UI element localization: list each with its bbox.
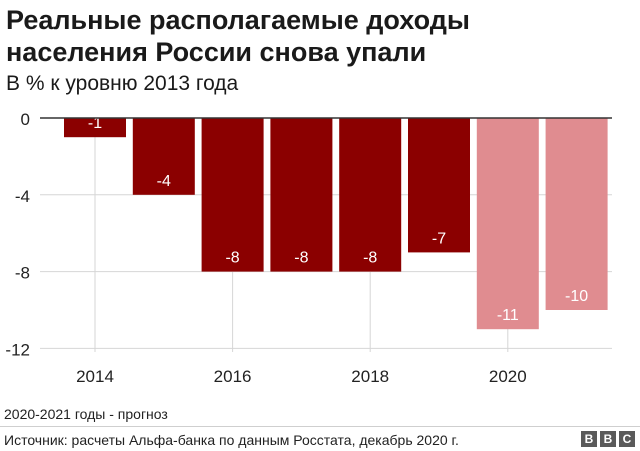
bar-2016 [201, 118, 264, 272]
bar-value-label: -11 [497, 307, 519, 324]
bar-value-label: -8 [363, 250, 377, 267]
x-tick-label: 2014 [76, 367, 114, 386]
y-tick-label: -8 [15, 264, 30, 283]
bar-value-label: -8 [294, 250, 308, 267]
bar-value-label: -8 [225, 250, 239, 267]
bar-2018 [339, 118, 402, 272]
bars [64, 118, 608, 330]
y-tick-label: 0 [21, 110, 30, 129]
axes: 0 -4 -8 -12 2014 2016 2018 2020 [5, 110, 612, 386]
y-tick-label: -4 [15, 187, 30, 206]
y-tick-label: -12 [5, 340, 30, 359]
x-tick-label: 2020 [489, 367, 527, 386]
source-text: Источник: расчеты Альфа-банка по данным … [4, 432, 459, 448]
bar-2020 [476, 118, 539, 330]
bar-value-label: -10 [565, 288, 588, 305]
forecast-note: 2020-2021 годы - прогноз [4, 406, 168, 422]
bar-chart: -1 -4 -8 -8 -8 -7 -11 -10 0 -4 -8 -12 2014 2016 2018 2… [5, 110, 612, 386]
footer: Источник: расчеты Альфа-банка по данным … [0, 426, 640, 451]
x-tick-label: 2016 [214, 367, 252, 386]
bbc-logo: B B C [581, 431, 635, 447]
bar-value-label: -4 [157, 173, 171, 190]
bbc-logo-block: B [581, 431, 597, 447]
bbc-logo-block: B [600, 431, 616, 447]
bar-2014 [64, 118, 126, 138]
data-labels: -1 -4 -8 -8 -8 -7 -11 -10 [88, 115, 588, 324]
bar-2017 [270, 118, 333, 272]
bar-2019 [408, 118, 470, 253]
bar-2021 [545, 118, 608, 310]
bar-2015 [132, 118, 195, 195]
bar-value-label: -7 [432, 230, 446, 247]
chart-title: Реальные располагаемые доходы населения … [6, 5, 470, 67]
bbc-logo-block: C [619, 431, 635, 447]
chart-subtitle: В % к уровню 2013 года [6, 72, 239, 95]
bar-value-label: -1 [88, 115, 102, 132]
x-tick-label: 2018 [351, 367, 389, 386]
